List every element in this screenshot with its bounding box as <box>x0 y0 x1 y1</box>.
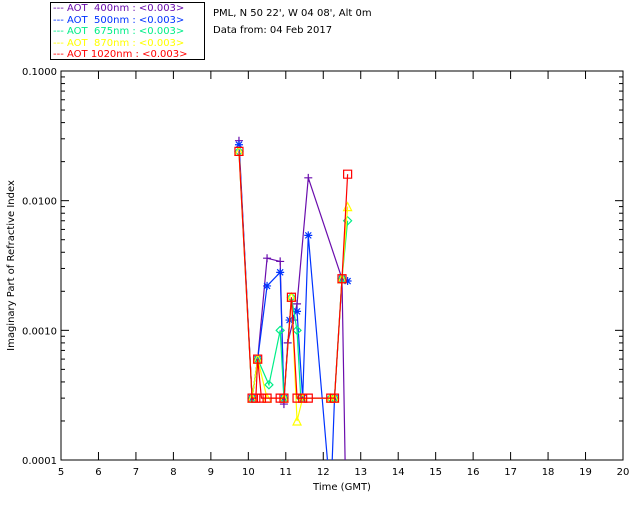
y-tick-label: 0.0001 <box>22 456 57 467</box>
legend-item: --- AOT 400nm : <0.003> <box>53 3 204 15</box>
data-point-asterisk <box>234 140 243 149</box>
data-point-asterisk <box>276 268 285 277</box>
data-point-diamond <box>264 379 274 390</box>
plot-frame <box>60 70 624 461</box>
legend-label: AOT 675nm : <0.003> <box>67 26 185 38</box>
legend: --- AOT 400nm : <0.003> --- AOT 500nm : <… <box>50 2 205 60</box>
data-point-square <box>279 393 289 403</box>
x-tick-label: 6 <box>95 467 101 478</box>
legend-swatch: --- <box>53 3 68 14</box>
legend-label: AOT 1020nm : <0.003> <box>67 49 188 61</box>
x-tick-label: 16 <box>467 467 480 478</box>
data-point-triangle <box>292 415 303 426</box>
data-point-asterisk <box>343 277 352 286</box>
y-axis-label: Imaginary Part of Refractive Index <box>6 180 17 351</box>
legend-swatch: --- <box>53 26 68 38</box>
legend-label: AOT 500nm : <0.003> <box>67 14 185 26</box>
x-tick-label: 8 <box>170 467 176 478</box>
legend-swatch: --- <box>53 14 68 26</box>
x-tick-label: 11 <box>279 467 292 478</box>
x-tick-label: 7 <box>133 467 139 478</box>
data-point-plus <box>342 495 350 503</box>
x-tick-label: 12 <box>317 467 330 478</box>
y-tick-label: 0.0010 <box>22 326 57 337</box>
x-tick-label: 18 <box>542 467 555 478</box>
data-point-diamond <box>292 325 302 336</box>
legend-swatch: --- <box>53 37 68 49</box>
x-tick-label: 13 <box>354 467 367 478</box>
x-tick-label: 5 <box>58 467 64 478</box>
legend-label: AOT 870nm : <0.003> <box>67 37 185 49</box>
legend-item: --- AOT 500nm : <0.003> <box>53 15 204 27</box>
y-tick-label: 0.0100 <box>22 197 57 208</box>
data-point-asterisk <box>304 231 313 240</box>
data-point-plus <box>293 299 302 308</box>
legend-item: --- AOT 675nm : <0.003> <box>53 26 204 38</box>
x-tick-label: 14 <box>392 467 405 478</box>
data-point-diamond <box>275 325 286 336</box>
legend-label: AOT 400nm : <0.003> <box>67 3 185 14</box>
x-tick-label: 10 <box>242 467 255 478</box>
data-point-asterisk <box>263 281 272 290</box>
x-tick-label: 19 <box>579 467 592 478</box>
data-point-square <box>303 393 313 403</box>
data-point-square <box>234 146 244 156</box>
data-point-plus <box>304 173 313 182</box>
data-point-square <box>262 393 272 403</box>
data-point-plus <box>276 257 285 266</box>
data-point-asterisk <box>293 307 302 316</box>
series-line-1 <box>238 144 348 460</box>
data-point-square <box>343 169 353 179</box>
date-line: Data from: 04 Feb 2017 <box>213 25 333 36</box>
data-point-plus <box>263 254 272 263</box>
data-point-square <box>253 354 263 364</box>
x-tick-label: 15 <box>429 467 442 478</box>
data-point-square <box>286 292 297 302</box>
legend-item: --- AOT 870nm : <0.003> <box>53 38 204 50</box>
info-block: PML, N 50 22', W 04 08', Alt 0m Data fro… <box>213 5 372 39</box>
x-axis-label: Time (GMT) <box>312 482 371 493</box>
series-group <box>233 136 353 503</box>
series-line-3 <box>238 151 349 422</box>
data-point-asterisk <box>327 495 335 503</box>
x-tick-label: 9 <box>208 467 214 478</box>
series-line-4 <box>238 151 349 399</box>
site-line: PML, N 50 22', W 04 08', Alt 0m <box>213 8 372 19</box>
y-tick-label: 0.1000 <box>22 67 57 78</box>
legend-item: --- AOT 1020nm : <0.003> <box>53 49 204 61</box>
data-point-square <box>329 393 340 403</box>
x-tick-label: 17 <box>504 467 517 478</box>
data-point-square <box>337 274 347 284</box>
x-tick-label: 20 <box>617 467 630 478</box>
legend-swatch: --- <box>53 49 68 61</box>
